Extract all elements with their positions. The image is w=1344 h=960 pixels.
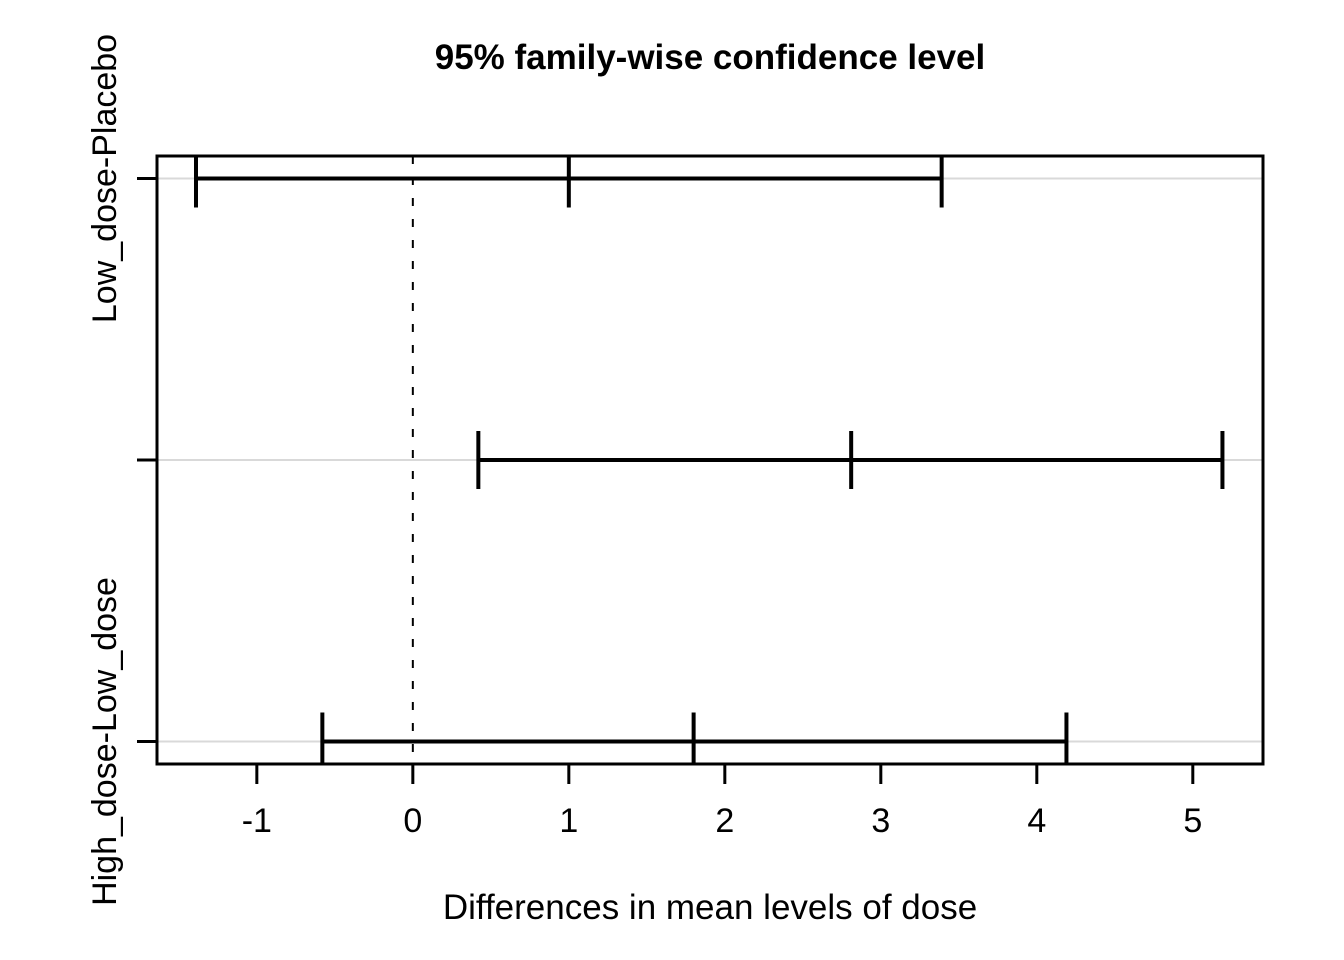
ci-series	[193, 156, 1225, 764]
x-tick-label: 5	[1183, 802, 1202, 840]
y-axis-label: Low_dose-Placebo	[86, 34, 124, 323]
x-axis-label: Differences in mean levels of dose	[443, 888, 977, 927]
x-tick-label: 1	[559, 802, 578, 840]
confidence-interval	[193, 156, 944, 208]
x-tick-label: -1	[242, 802, 272, 840]
plot-title: 95% family-wise confidence level	[435, 38, 986, 77]
confidence-interval	[320, 712, 1069, 764]
x-tick-label: 2	[715, 802, 734, 840]
x-tick-label: 3	[871, 802, 890, 840]
x-tick-label: 0	[403, 802, 422, 840]
y-axis-label: High_dose-Low_dose	[86, 577, 124, 906]
x-tick-label: 4	[1027, 802, 1046, 840]
confidence-interval	[476, 431, 1225, 489]
chart-root: -1 0 1 2 3 4 5 Low_dose-Placebo High_dose-Low_do…	[86, 34, 1265, 906]
